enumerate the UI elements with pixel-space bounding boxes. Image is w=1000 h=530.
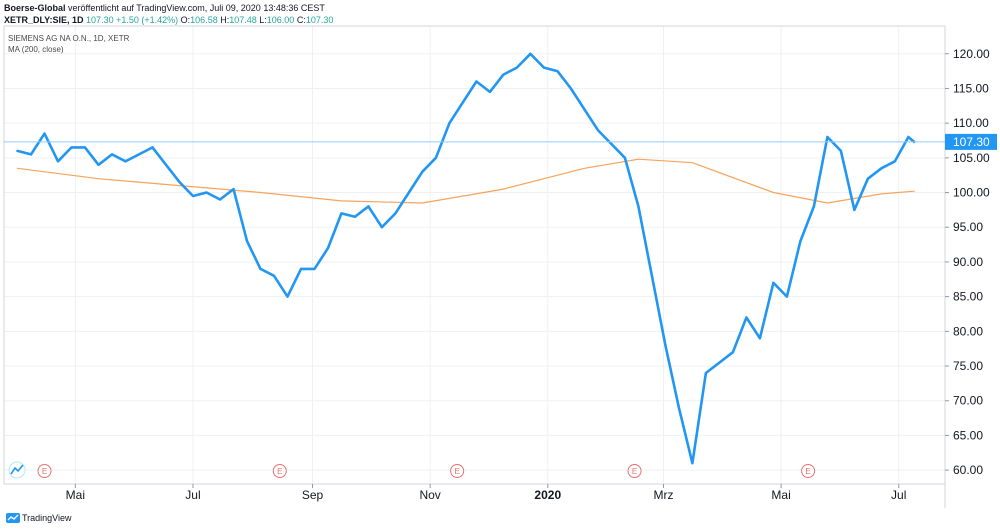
open-value: 106.58 [190, 15, 218, 25]
y-tick-label: 75.00 [953, 359, 983, 373]
y-tick-label: 70.00 [953, 394, 983, 408]
price-line [16, 52, 916, 465]
last-price-marker: 107.30 [4, 133, 997, 150]
price-change: +1.50 (+1.42%) [116, 15, 179, 25]
earnings-marker-label: E [805, 467, 810, 476]
ma-line [16, 158, 915, 204]
tradingview-logo-icon [6, 513, 20, 523]
published-text: veröffentlicht auf TradingView.com, Juli… [68, 3, 325, 13]
earnings-marker-label: E [42, 467, 47, 476]
y-tick-label: 65.00 [953, 428, 983, 442]
symbol-label: XETR_DLY:SIE, 1D [4, 15, 84, 25]
y-tick-label: 115.00 [953, 81, 989, 95]
earnings-marker-label: E [277, 467, 282, 476]
open-label: O: [180, 15, 191, 25]
y-tick-label: 105.00 [953, 151, 990, 165]
publisher-name: Boerse-Global [4, 3, 66, 13]
earnings-marker-icon [627, 464, 642, 478]
high-label: H: [220, 15, 230, 25]
close-label: C: [296, 15, 306, 25]
x-tick-label: 2020 [534, 488, 561, 502]
legend-ma-name: MA (200, close) [8, 45, 64, 54]
earnings-marker-icon [272, 464, 287, 478]
chart-header: Boerse-Global veröffentlicht auf Trading… [4, 2, 333, 26]
high-value: 107.48 [229, 15, 257, 25]
y-tick-label: 90.00 [953, 255, 983, 269]
close-value: 107.30 [305, 15, 334, 25]
x-tick-label: Jul [891, 488, 906, 502]
x-tick-label: Mai [771, 488, 790, 502]
earnings-marker-icon [37, 464, 52, 478]
x-tick-label: Mrz [653, 488, 673, 502]
x-axis[interactable]: Mai Jul Sep Nov 2020 Mrz Mai Jul [66, 484, 907, 502]
y-tick-label: 80.00 [953, 324, 983, 338]
y-tick-label: 85.00 [953, 290, 983, 304]
earnings-marker-icon [450, 464, 465, 478]
x-tick-label: Sep [302, 488, 324, 502]
x-tick-label: Jul [185, 488, 200, 502]
price-series [16, 52, 916, 465]
y-tick-label: 60.00 [953, 463, 983, 477]
tv-small-logo-icon[interactable] [8, 461, 26, 479]
low-label: L: [259, 15, 267, 25]
chart-frame [3, 25, 946, 508]
y-tick-label: 110.00 [953, 116, 989, 130]
earnings-marker-label: E [454, 467, 459, 476]
grid [4, 26, 945, 484]
earnings-marker-icon [801, 464, 816, 478]
y-axis[interactable]: 60.00 65.00 70.00 75.00 80.00 85.00 90.00 95.00… [945, 47, 990, 477]
low-value: 106.00 [266, 15, 295, 25]
footer-brand: TradingView [22, 513, 72, 523]
x-tick-label: Nov [419, 488, 440, 502]
legend-series-name: SIEMENS AG NA O.N., 1D, XETR [8, 34, 130, 43]
last-price-box [945, 133, 997, 150]
y-tick-label: 100.00 [953, 186, 990, 200]
x-tick-label: Mai [66, 488, 85, 502]
last-price-label: 107.30 [953, 135, 990, 149]
y-tick-label: 120.00 [953, 47, 990, 61]
ma-series [16, 158, 915, 204]
publish-line: Boerse-Global veröffentlicht auf Trading… [4, 2, 333, 14]
y-tick-label: 95.00 [953, 220, 983, 234]
ohlc-line: XETR_DLY:SIE, 1D 107.30 +1.50 (+1.42%) O… [4, 14, 333, 26]
earnings-marker-label: E [632, 467, 637, 476]
last-price: 107.30 [86, 15, 114, 25]
chart-legend: SIEMENS AG NA O.N., 1D, XETR MA (200, cl… [8, 33, 129, 55]
